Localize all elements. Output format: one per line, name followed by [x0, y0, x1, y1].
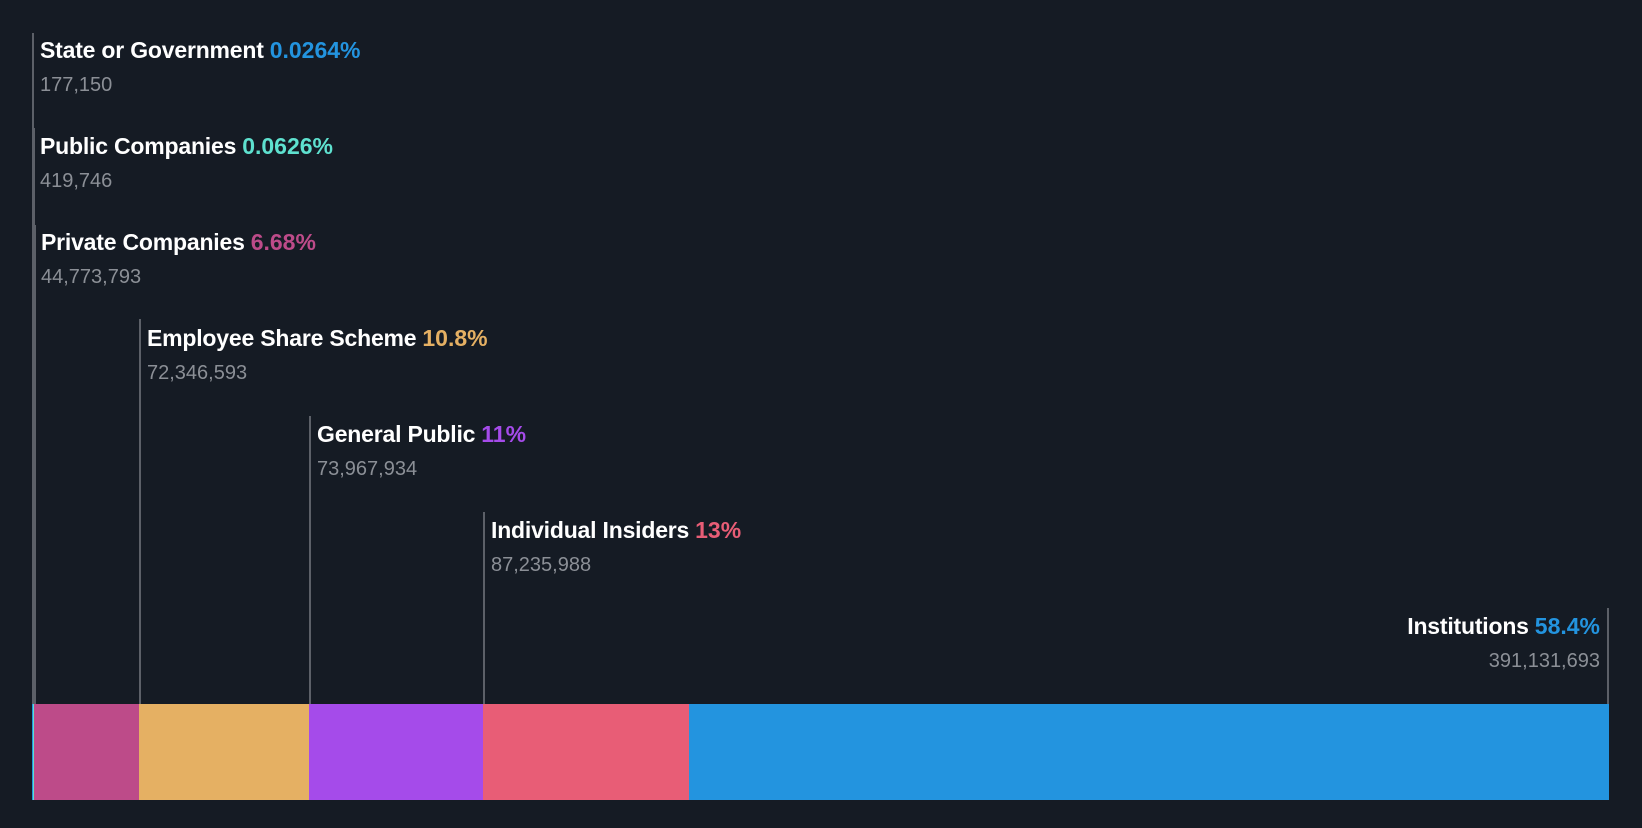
label-general-public: General Public 11% 73,967,934 — [317, 421, 526, 481]
segment-shares: 73,967,934 — [317, 458, 418, 480]
segment-percent: 10.8% — [422, 325, 488, 351]
label-employee-share-scheme: Employee Share Scheme 10.8% 72,346,593 — [147, 325, 488, 385]
segment-percent: 13% — [695, 517, 742, 543]
segment-percent: 58.4% — [1534, 613, 1600, 639]
bar-segment-public-companies[interactable] — [33, 704, 34, 800]
segment-name: Private Companies — [41, 229, 245, 255]
label-state-or-government: State or Government 0.0264% 177,150 — [40, 37, 361, 97]
label-private-companies: Private Companies 6.68% 44,773,793 — [41, 229, 316, 289]
label-institutions: Institutions 58.4% 391,131,693 — [1407, 613, 1600, 673]
bar-segment-general-public[interactable] — [309, 704, 483, 800]
segment-shares: 177,150 — [40, 74, 113, 96]
segment-name: Employee Share Scheme — [147, 325, 417, 351]
segment-shares: 87,235,988 — [491, 554, 592, 576]
segment-name: Individual Insiders — [491, 517, 690, 543]
leader-line-private-companies — [34, 225, 36, 704]
bar-segment-state-or-government[interactable] — [32, 704, 33, 800]
segment-percent: 6.68% — [250, 229, 316, 255]
leader-line-institutions — [1607, 608, 1609, 704]
segment-percent: 11% — [481, 421, 527, 447]
segment-percent: 0.0626% — [242, 133, 333, 159]
segment-shares: 72,346,593 — [147, 362, 248, 384]
segment-shares: 391,131,693 — [1488, 650, 1600, 672]
leader-line-general-public — [309, 416, 311, 704]
segment-name: Public Companies — [40, 133, 237, 159]
segment-shares: 44,773,793 — [41, 266, 142, 288]
leader-line-individual-insiders — [483, 512, 485, 704]
leader-line-employee-share-scheme — [139, 319, 141, 704]
segment-percent: 0.0264% — [269, 37, 361, 63]
bar-segment-employee-share-scheme[interactable] — [139, 704, 309, 800]
bar-segment-institutions[interactable] — [689, 704, 1609, 800]
label-individual-insiders: Individual Insiders 13% 87,235,988 — [491, 517, 741, 577]
segment-name: General Public — [317, 421, 476, 447]
label-public-companies: Public Companies 0.0626% 419,746 — [40, 133, 333, 193]
segment-shares: 419,746 — [40, 170, 113, 192]
bar-segment-individual-insiders[interactable] — [483, 704, 689, 800]
segment-name: Institutions — [1407, 613, 1529, 639]
bar-segment-private-companies[interactable] — [34, 704, 139, 800]
segment-name: State or Government — [40, 37, 264, 63]
